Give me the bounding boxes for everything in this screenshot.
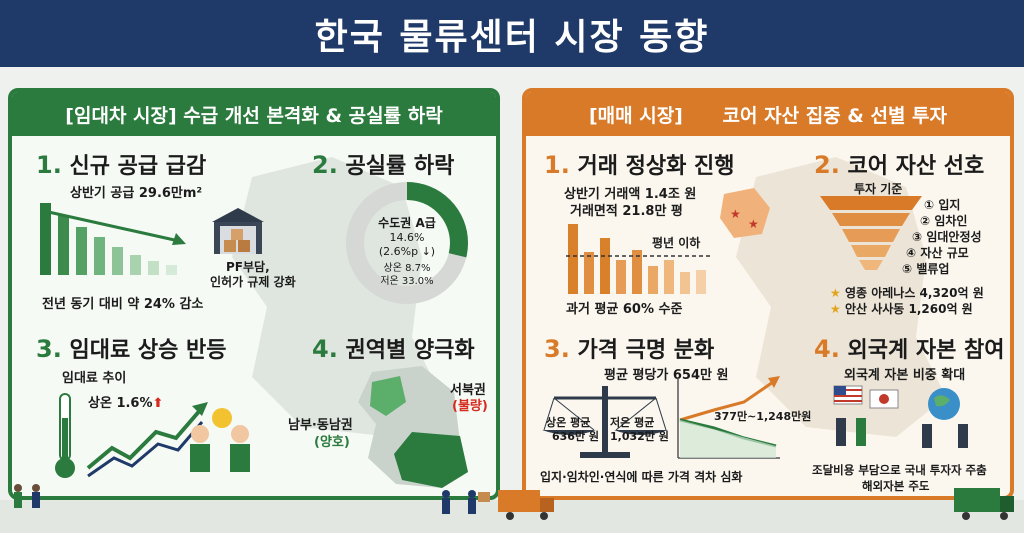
orange-truck-icon <box>498 490 554 520</box>
korea-map-watermark <box>232 157 442 437</box>
green-truck-icon <box>954 488 1014 520</box>
northwest-region-status: (불량) <box>452 399 488 414</box>
region-section-title: 4. 권역별 양극화 <box>312 335 475 363</box>
foreign-investors-icon <box>833 385 968 448</box>
sales-panel-title: [매매 시장] 코어 자산 집중 & 선별 투자 <box>526 92 1010 136</box>
star-icon: ★ <box>830 286 841 300</box>
balance-scale-icon <box>542 386 668 458</box>
rent-section-title: 3. 임대료 상승 반등 <box>36 335 227 363</box>
svg-text:★: ★ <box>730 207 741 221</box>
deal-yeongjong: ★ 영종 아레나스 4,320억 원 <box>830 286 984 300</box>
korea-map-watermark-right <box>736 157 946 437</box>
criteria-location: ① 입지 <box>924 198 961 212</box>
pf-burden-label: PF부담, <box>226 260 270 274</box>
vacancy-cold: 저온 33.0% <box>380 276 434 287</box>
criteria-lease-stability: ③ 임대안정성 <box>912 230 982 244</box>
deal-ansan: ★ 안산 사사동 1,260억 원 <box>830 302 973 316</box>
vacancy-change: (2.6%p ↓) <box>378 245 436 258</box>
supply-yoy-decline: 전년 동기 대비 약 24% 감소 <box>42 297 204 312</box>
domestic-investor-slowdown: 조달비용 부담으로 국내 투자자 주춤 <box>812 463 987 477</box>
vacancy-donut-chart <box>346 182 468 304</box>
criteria-value-up: ⑤ 밸류업 <box>902 262 950 276</box>
star-icon: ★ <box>830 302 841 316</box>
vacancy-section-title: 2. 공실률 하락 <box>312 151 455 179</box>
transaction-area: 거래면적 21.8만 평 <box>570 204 683 219</box>
transaction-amount: 상반기 거래액 1.4조 원 <box>564 187 697 202</box>
korea-region-map <box>358 366 468 488</box>
price-gap-caption: 입지·임차인·연식에 따른 가격 격차 심화 <box>540 470 743 484</box>
foreign-capital-section-title: 4. 외국계 자본 참여 <box>814 335 1005 363</box>
sales-market-panel: [매매 시장] 코어 자산 집중 & 선별 투자 1. 거래 정상화 진행 상반… <box>522 88 1014 500</box>
header-banner: 한국 물류센터 시장 동향 <box>0 0 1024 67</box>
investment-criteria-label: 투자 기준 <box>854 182 903 196</box>
up-arrow-icon: ⬆ <box>152 396 164 411</box>
cold-average-label: 저온 평균 <box>610 416 655 429</box>
warehouse-icon <box>212 208 264 254</box>
page-title: 한국 물류센터 시장 동향 <box>314 16 710 58</box>
supply-amount: 상반기 공급 29.6만m² <box>70 186 203 201</box>
northwest-region-label: 서북권 <box>450 383 486 398</box>
south-region-label: 남부·동남권 <box>288 418 353 433</box>
core-asset-section-title: 2. 코어 자산 선호 <box>814 151 985 179</box>
investment-funnel <box>820 196 922 270</box>
lease-panel-title: [임대차 시장] 수급 개선 본격화 & 공실률 하락 <box>12 92 496 136</box>
rent-trend-label: 임대료 추이 <box>62 371 127 386</box>
ambient-average-price: 636만 원 <box>552 430 600 443</box>
below-average-label: 평년 이하 <box>652 236 701 250</box>
price-section-title: 3. 가격 극명 분화 <box>544 335 715 363</box>
lease-market-panel: [임대차 시장] 수급 개선 본격화 & 공실률 하락 1. 신규 공급 급감 … <box>8 88 500 500</box>
workers-carrying-boxes-icon <box>442 490 490 514</box>
historical-average-level: 과거 평균 60% 수준 <box>566 302 683 317</box>
transaction-section-title: 1. 거래 정상화 진행 <box>544 151 735 179</box>
price-divergence-graph <box>677 376 780 459</box>
happy-workers-icon <box>190 408 250 472</box>
vacancy-region-label: 수도권 A급 <box>378 216 436 230</box>
svg-text:★: ★ <box>748 217 759 231</box>
average-price-per-pyeong: 평균 평당가 654만 원 <box>604 368 729 383</box>
vacancy-ambient: 상온 8.7% <box>383 263 431 274</box>
vacancy-rate: 14.6% <box>389 231 425 244</box>
rent-increase: 상온 1.6%⬆ <box>88 396 164 411</box>
people-icon <box>14 484 40 508</box>
supply-section-title: 1. 신규 공급 급감 <box>36 151 207 179</box>
south-region-status: (양호) <box>314 435 350 450</box>
rent-trend-graphic <box>55 393 208 478</box>
price-range: 377만~1,248만원 <box>714 410 812 423</box>
transaction-volume-bars <box>566 224 712 294</box>
capital-area-map: ★★ <box>720 188 770 238</box>
criteria-asset-size: ④ 자산 규모 <box>906 246 969 260</box>
regulation-label: 인허가 규제 강화 <box>210 275 296 289</box>
ambient-average-label: 상온 평균 <box>546 416 591 429</box>
criteria-tenant: ② 임차인 <box>920 214 968 228</box>
foreign-capital-lead: 해외자본 주도 <box>862 479 930 493</box>
cold-average-price: 1,032만 원 <box>610 430 669 443</box>
supply-decline-bars <box>40 203 186 275</box>
foreign-share-expand: 외국계 자본 비중 확대 <box>844 368 966 383</box>
